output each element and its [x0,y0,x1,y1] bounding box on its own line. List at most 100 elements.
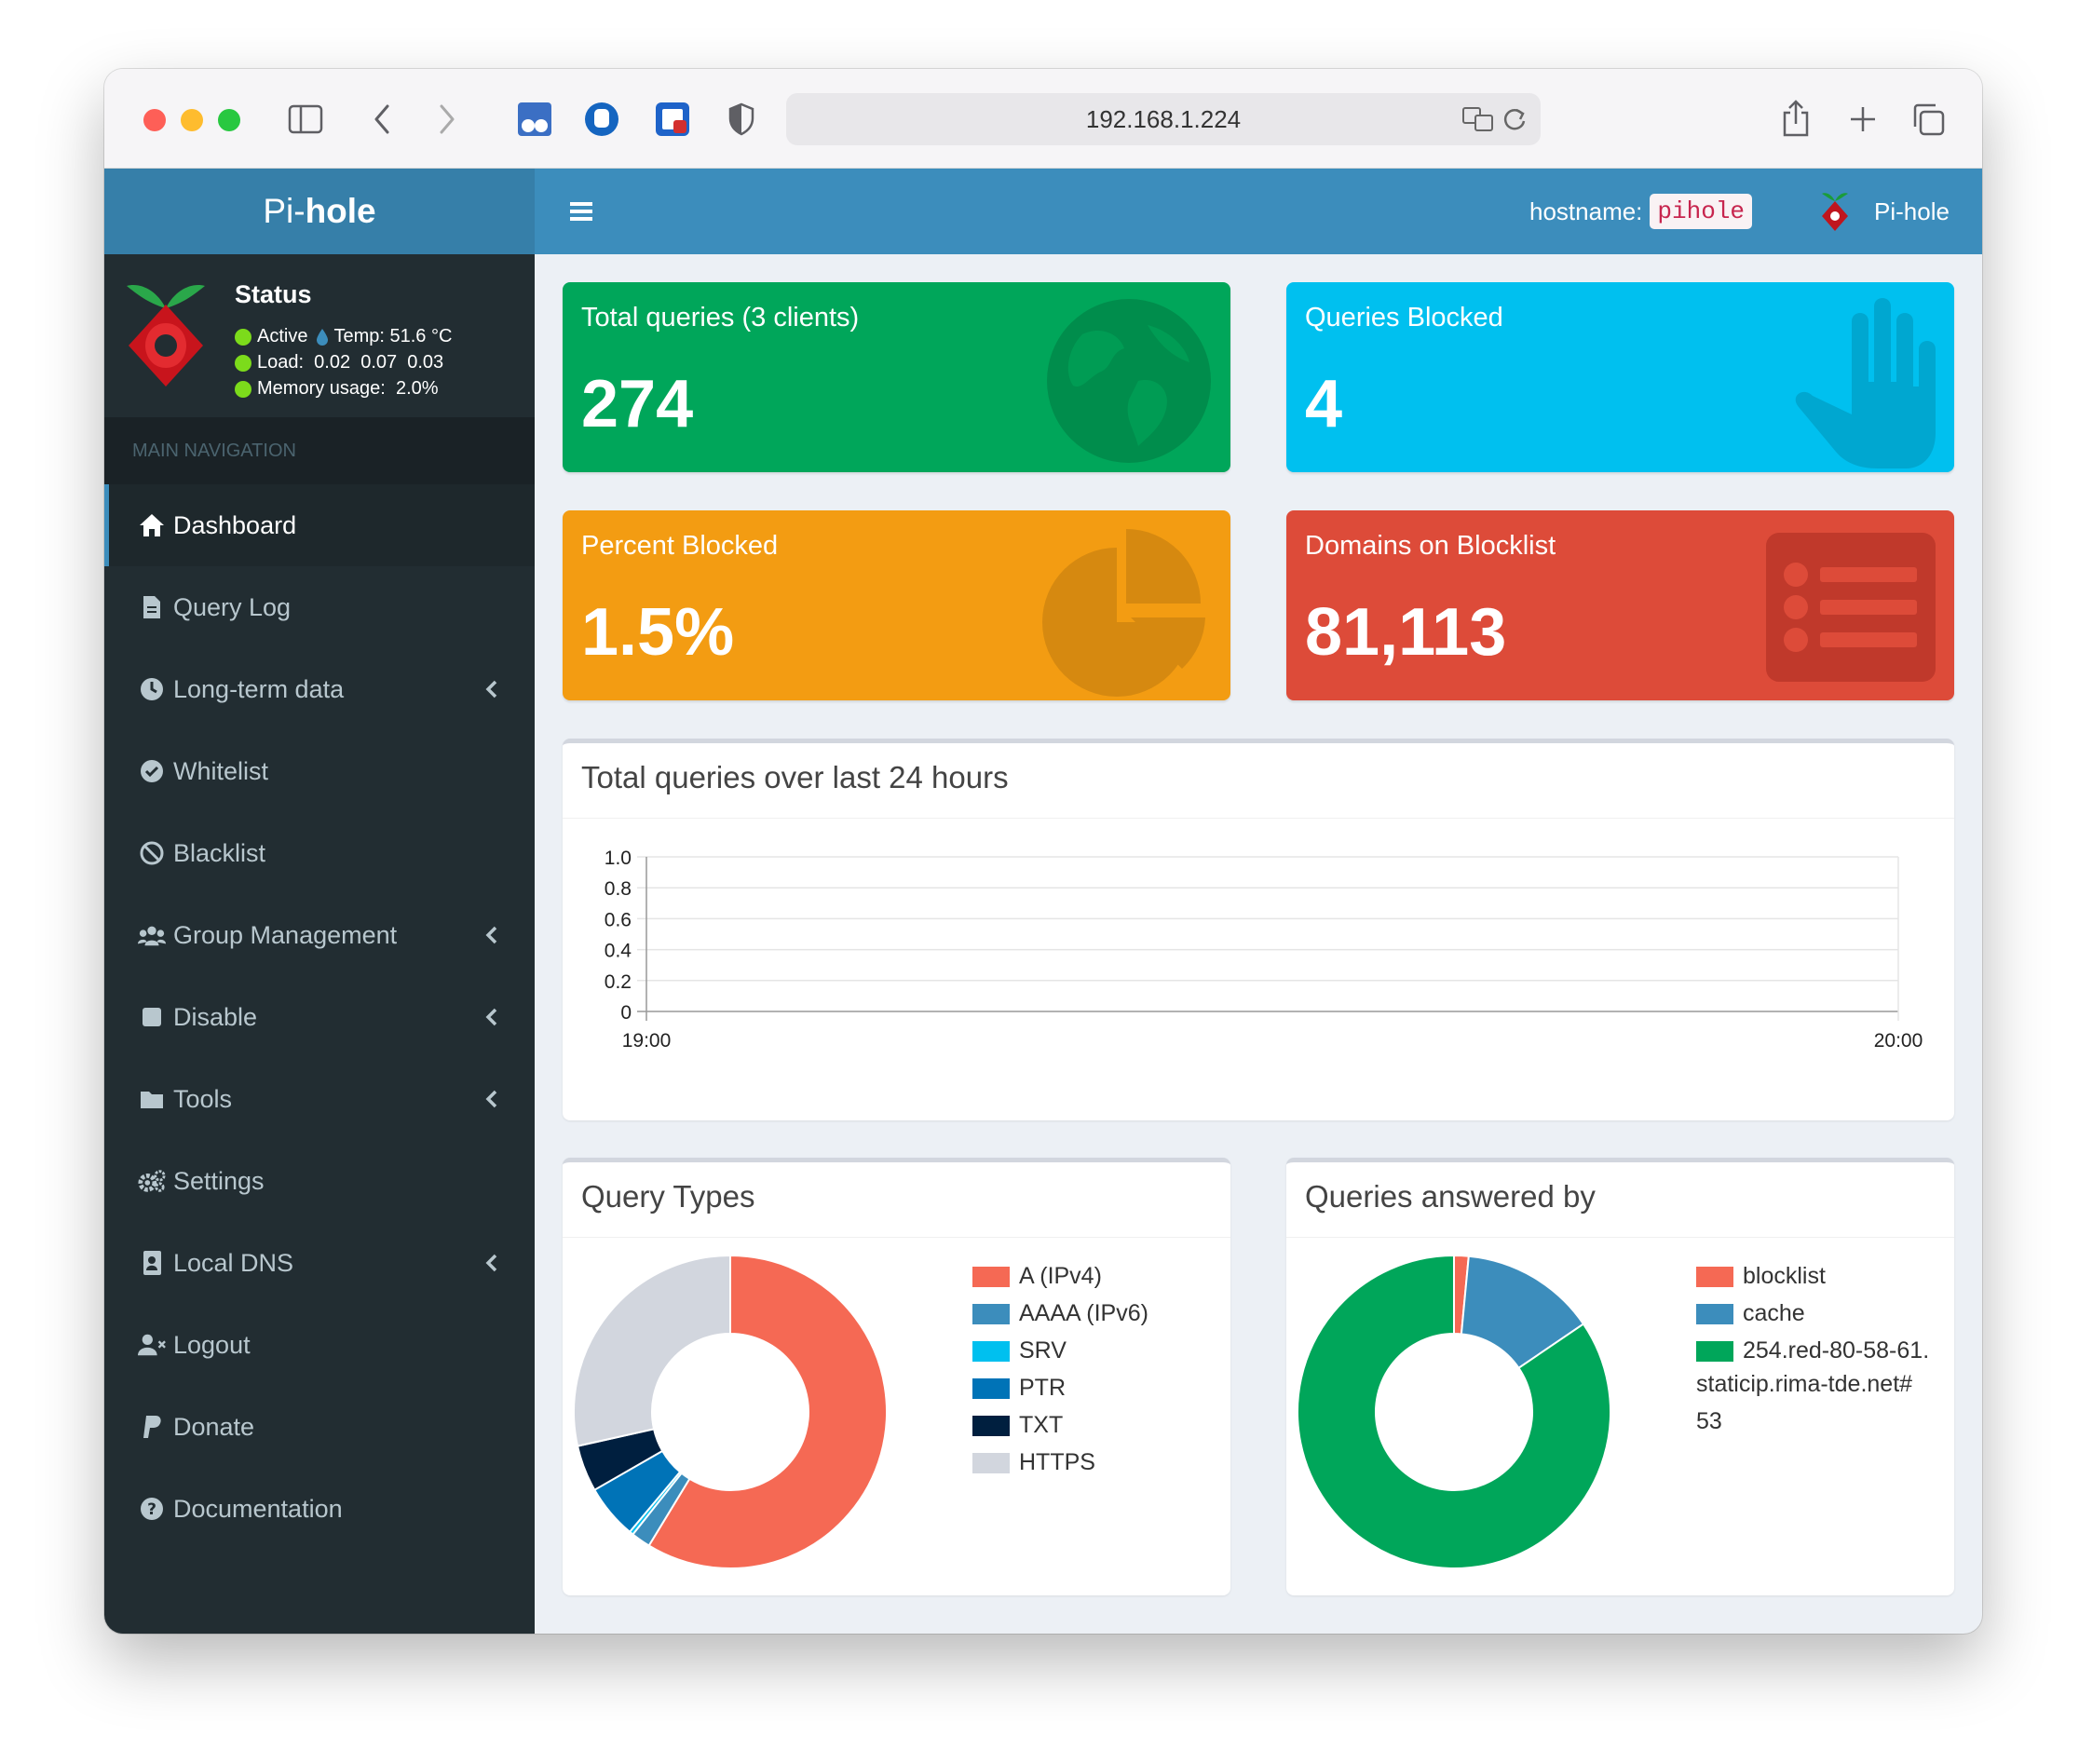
status-line-active: Active Temp: 51.6 °C [235,326,452,347]
sidebar-item-whitelist[interactable]: Whitelist [104,730,535,812]
active-dot-icon [235,328,251,346]
y-tick-label: 0.6 [605,909,632,930]
legend-item[interactable]: blocklist [1696,1263,1826,1290]
list-icon [1766,533,1936,682]
x-tick-label: 20:00 [1874,1030,1923,1052]
sidebar-item-dashboard[interactable]: Dashboard [104,484,535,566]
pihole-user-icon [1816,188,1854,235]
pie-slice[interactable] [1297,1254,1611,1569]
extension-2-icon[interactable] [583,101,620,138]
panel-divider [1286,1237,1954,1238]
legend-item[interactable]: AAAA (IPv6) [972,1300,1148,1327]
svg-text:?: ? [147,1500,156,1519]
sidebar-item-label: Local DNS [173,1248,294,1277]
sidebar-item-label: Whitelist [173,756,269,785]
browser-window: 192.168.1.224 Pi-hole hostname: pihol [104,69,1982,1634]
temp-drop-icon [315,328,330,346]
status-line-load: Load: 0.02 0.07 0.03 [235,352,443,373]
queries-over-time-chart[interactable]: 1.0 0.8 0.6 0.4 0.2 0 19:00 20:00 [563,820,1954,1118]
total-queries-box[interactable]: Total queries (3 clients) 274 [563,282,1230,472]
shield-icon[interactable] [723,101,760,138]
back-icon[interactable] [363,101,401,138]
x-tick-label: 19:00 [622,1030,672,1052]
query-types-chart[interactable] [572,1254,907,1589]
address-bar[interactable]: 192.168.1.224 [786,93,1541,145]
hostname-display: hostname: pihole [1529,191,1753,232]
legend-item[interactable]: HTTPS [972,1449,1095,1476]
extension-3-icon[interactable] [654,101,691,138]
app-logo[interactable]: Pi-hole [104,169,535,254]
panel-divider [563,818,1954,819]
legend-swatch [972,1266,1010,1287]
legend-swatch [1696,1303,1733,1324]
legend-swatch [972,1303,1010,1324]
legend-item[interactable]: TXT [972,1412,1063,1439]
y-tick-label: 0.4 [605,941,632,962]
sidebar-toggle-icon[interactable] [287,101,324,138]
total-queries-label: Total queries (3 clients) [581,303,860,332]
tabs-overview-icon[interactable] [1909,101,1947,138]
sidebar-item-logout[interactable]: Logout [104,1304,535,1386]
nav-header: MAIN NAVIGATION [104,417,535,484]
browser-toolbar: 192.168.1.224 [104,69,1982,169]
reload-icon[interactable] [1502,106,1528,132]
sidebar-item-label: Query Log [173,592,292,621]
legend-item[interactable]: SRV [972,1337,1067,1364]
zoom-window-button[interactable] [218,109,240,131]
sidebar-item-label: Dashboard [173,510,297,539]
sidebar-item-label: Logout [173,1330,251,1359]
logo-light-text: Pi- [263,192,306,230]
sidebar-item-disable[interactable]: Disable [104,976,535,1058]
pie-slice[interactable] [573,1254,731,1447]
menu-toggle-icon[interactable] [563,193,600,230]
sidebar-item-documentation[interactable]: ? Documentation [104,1468,535,1550]
forward-icon[interactable] [428,101,466,138]
queries-blocked-box[interactable]: Queries Blocked 4 [1286,282,1954,472]
clock-icon [138,675,166,703]
user-menu[interactable]: Pi-hole [1816,187,1950,236]
sidebar-item-tools[interactable]: Tools [104,1058,535,1140]
queries-over-time-panel: Total queries over last 24 hours 1.0 0.8 0… [563,739,1954,1120]
minimize-window-button[interactable] [181,109,203,131]
y-tick-label: 0.8 [605,878,632,900]
sidebar-item-settings[interactable]: Settings [104,1140,535,1222]
legend-item[interactable]: 254.red-80-58-61. [1696,1337,1929,1364]
status-temp: Temp: 51.6 °C [333,326,453,346]
sidebar-item-local-dns[interactable]: Local DNS [104,1222,535,1304]
share-icon[interactable] [1777,97,1814,140]
sidebar-item-long-term-data[interactable]: Long-term data [104,648,535,730]
url-text: 192.168.1.224 [1085,104,1242,133]
close-window-button[interactable] [143,109,166,131]
user-times-icon [138,1331,166,1359]
hostname-label: hostname: [1529,197,1643,225]
sidebar-item-group-management[interactable]: Group Management [104,894,535,976]
percent-blocked-label: Percent Blocked [581,531,779,561]
sidebar-item-query-log[interactable]: Query Log [104,566,535,648]
status-load: Load: 0.02 0.07 0.03 [257,352,444,373]
status-memory: Memory usage: 2.0% [257,378,439,399]
y-tick-label: 0.2 [605,971,632,993]
total-queries-value: 274 [581,367,694,441]
sidebar-item-label: Tools [173,1084,233,1113]
user-label: Pi-hole [1874,197,1950,225]
legend-item[interactable]: cache [1696,1300,1805,1327]
home-icon [138,511,166,539]
app-header: Pi-hole hostname: pihole Pi-hole [104,169,1982,254]
pihole-logo-icon [119,271,212,401]
percent-blocked-box[interactable]: Percent Blocked 1.5% [563,510,1230,700]
hand-icon [1785,293,1943,470]
queries-answered-by-chart[interactable] [1296,1254,1631,1589]
domains-blocklist-value: 81,113 [1305,595,1507,670]
domains-blocklist-box[interactable]: Domains on Blocklist 81,113 [1286,510,1954,700]
new-tab-icon[interactable] [1844,101,1882,138]
folder-icon [138,1085,166,1113]
translate-icon[interactable] [1462,106,1494,132]
legend-swatch [972,1415,1010,1436]
extension-1-icon[interactable] [516,101,553,138]
pie-slice[interactable] [647,1254,888,1569]
legend-item[interactable]: A (IPv4) [972,1263,1102,1290]
sidebar-item-blacklist[interactable]: Blacklist [104,812,535,894]
legend-item[interactable]: PTR [972,1375,1066,1402]
legend-swatch [972,1452,1010,1473]
sidebar-item-donate[interactable]: Donate [104,1386,535,1468]
